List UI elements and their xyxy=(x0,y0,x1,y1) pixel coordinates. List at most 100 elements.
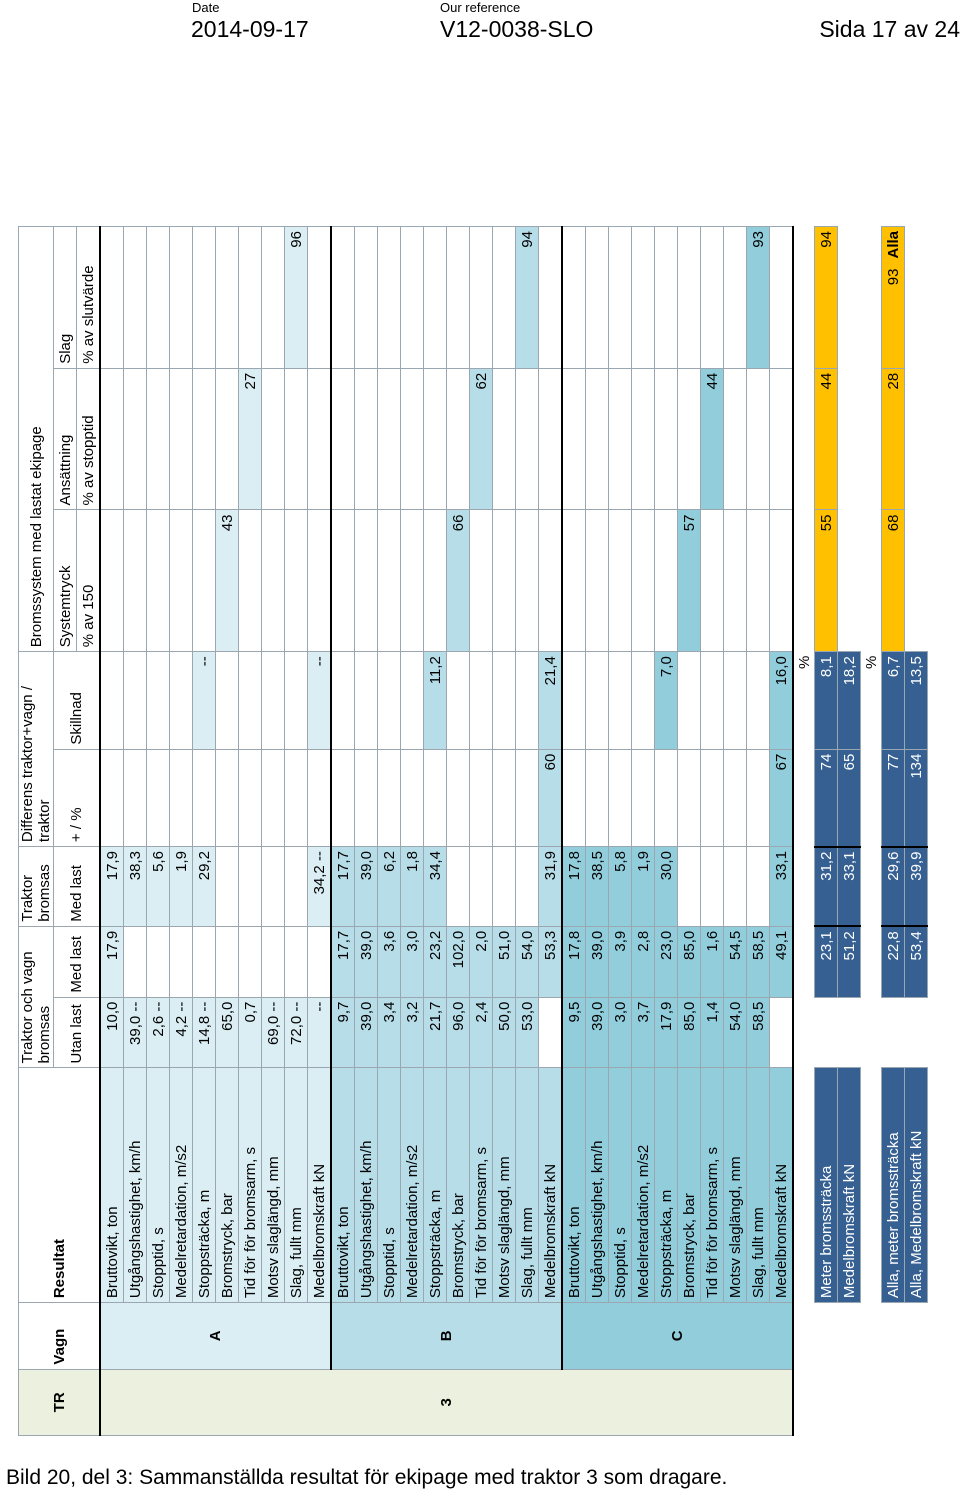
cell-med-last-2 xyxy=(700,846,724,927)
cell-systemtryck xyxy=(146,510,170,652)
cell-med-last-1 xyxy=(284,926,308,998)
cell-med-last-1: 23,2 xyxy=(423,926,447,998)
cell-med-last-1: 54,0 xyxy=(515,926,539,998)
group-label-b: B xyxy=(331,1302,562,1370)
cell-slag xyxy=(446,226,470,369)
spacer-row: % xyxy=(793,226,815,1436)
cell-med-last-2 xyxy=(261,846,285,927)
cell-utan-last: 50,0 xyxy=(492,997,516,1068)
cell-systemtryck xyxy=(400,510,424,652)
cell-ansattning xyxy=(423,368,447,510)
summary-med-last-2: 33,1 xyxy=(837,846,861,927)
summary-systemtryck xyxy=(904,510,928,652)
cell-med-last-1: 23,0 xyxy=(654,926,678,998)
cell-utan-last: 53,0 xyxy=(515,997,539,1068)
table-row: Medelretardation, m/s2 3,7 2,8 1,9 xyxy=(631,226,655,1436)
cell-skillnad xyxy=(100,651,124,750)
cell-utan-last: 85,0 xyxy=(677,997,701,1068)
table-row: Bromstryck, bar 96,0 102,0 66 xyxy=(446,226,470,1436)
cell-systemtryck xyxy=(608,510,632,652)
table-row: Medelbromskraft kN -- 34,2 -- -- xyxy=(307,226,331,1436)
row-label: Bromstryck, bar xyxy=(446,1067,470,1303)
cell-skillnad: 11,2 xyxy=(423,651,447,750)
cell-ansattning xyxy=(354,368,378,510)
cell-slag xyxy=(677,226,701,369)
cell-med-last-1: 49,1 xyxy=(769,926,793,998)
cell-med-last-2: 1,8 xyxy=(400,846,424,927)
cell-slag xyxy=(100,226,124,369)
cell-utan-last: 58,5 xyxy=(746,997,770,1068)
cell-med-last-1: 17,8 xyxy=(562,926,586,998)
summary-ansattning xyxy=(837,368,861,510)
cell-skillnad xyxy=(492,651,516,750)
spacer-cell xyxy=(793,226,815,369)
spacer-cell xyxy=(860,749,882,847)
cell-med-last-1: 17,9 xyxy=(100,926,124,998)
cell-systemtryck: 57 xyxy=(677,510,701,652)
cell-pct xyxy=(562,749,586,847)
summary-row: Medelbromskraft kN 51,2 33,1 65 18,2 xyxy=(837,226,861,1436)
cell-skillnad: 7,0 xyxy=(654,651,678,750)
cell-med-last-1: 51,0 xyxy=(492,926,516,998)
cell-utan-last: -- xyxy=(307,997,331,1068)
cell-utan-last: 3,7 xyxy=(631,997,655,1068)
cell-ansattning xyxy=(677,368,701,510)
summary-slag: 94 xyxy=(814,226,838,369)
summary-slag-value: 93 xyxy=(884,268,902,286)
cell-ansattning xyxy=(654,368,678,510)
cell-slag xyxy=(585,226,609,369)
cell-med-last-2: 38,5 xyxy=(585,846,609,927)
cell-med-last-2 xyxy=(515,846,539,927)
cell-pct xyxy=(723,749,747,847)
cell-med-last-1 xyxy=(238,926,262,998)
spacer-cell xyxy=(860,368,882,510)
table-row: Medelretardation, m/s2 4,2 -- 1,9 xyxy=(169,226,193,1436)
col-header-utan-last: Utan last xyxy=(53,997,100,1068)
cell-skillnad xyxy=(631,651,655,750)
cell-systemtryck: 43 xyxy=(215,510,239,652)
cell-skillnad xyxy=(169,651,193,750)
spacer-cell xyxy=(860,926,882,998)
cell-pct xyxy=(377,749,401,847)
cell-pct xyxy=(654,749,678,847)
cell-slag xyxy=(331,226,355,369)
blank xyxy=(837,1302,861,1370)
cell-systemtryck xyxy=(654,510,678,652)
table-row: Stopptid, s 3,0 3,9 5,8 xyxy=(608,226,632,1436)
row-label: Utgångshastighet, km/h xyxy=(354,1067,378,1303)
cell-slag: 94 xyxy=(515,226,539,369)
cell-systemtryck xyxy=(562,510,586,652)
cell-ansattning xyxy=(377,368,401,510)
cell-pct xyxy=(238,749,262,847)
spacer-cell xyxy=(860,1302,882,1370)
cell-skillnad xyxy=(215,651,239,750)
cell-ansattning xyxy=(331,368,355,510)
cell-systemtryck xyxy=(746,510,770,652)
cell-med-last-1: 3,6 xyxy=(377,926,401,998)
spacer-cell xyxy=(793,926,815,998)
cell-systemtryck xyxy=(769,510,793,652)
cell-med-last-2: 39,0 xyxy=(354,846,378,927)
cell-utan-last: 21,7 xyxy=(423,997,447,1068)
summary-alla-label: Alla xyxy=(884,231,902,259)
cell-systemtryck xyxy=(169,510,193,652)
row-label: Stopptid, s xyxy=(608,1067,632,1303)
col-header-systemtryck: Systemtryck xyxy=(53,510,77,652)
blank xyxy=(814,997,838,1068)
cell-slag xyxy=(608,226,632,369)
cell-slag xyxy=(215,226,239,369)
row-label: Tid för för bromsarm, s xyxy=(238,1067,262,1303)
spacer-cell xyxy=(793,368,815,510)
row-label: Medelretardation, m/s2 xyxy=(400,1067,424,1303)
table-row: Utgångshastighet, km/h 39,0 39,0 39,0 xyxy=(354,226,378,1436)
table-row: Stopptid, s 2,6 -- 5,6 xyxy=(146,226,170,1436)
table-row: Slag, fullt mm 72,0 -- 96 xyxy=(284,226,308,1436)
cell-pct xyxy=(284,749,308,847)
cell-utan-last: 3,2 xyxy=(400,997,424,1068)
cell-pct xyxy=(469,749,493,847)
cell-med-last-1: 39,0 xyxy=(354,926,378,998)
row-label: Medelbromskraft kN xyxy=(769,1067,793,1303)
summary-med-last-1: 51,2 xyxy=(837,926,861,998)
cell-skillnad xyxy=(469,651,493,750)
cell-slag xyxy=(723,226,747,369)
